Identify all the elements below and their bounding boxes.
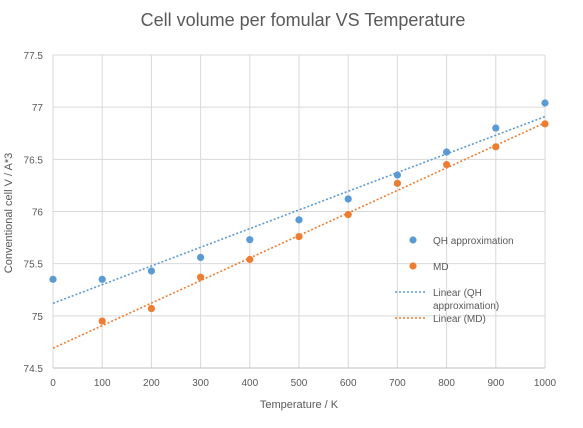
data-point xyxy=(197,253,205,262)
data-point xyxy=(443,148,451,156)
data-point xyxy=(295,216,303,224)
y-tick-label: 76 xyxy=(32,208,44,219)
data-point xyxy=(197,273,205,281)
data-point xyxy=(246,236,254,244)
data-point xyxy=(344,211,352,219)
x-tick-label: 200 xyxy=(143,378,160,389)
data-point xyxy=(147,304,155,313)
axes: 0 100 200 300 400 500 600 700 800 900 1000 74.5 75 75… xyxy=(24,51,557,389)
y-tick-label: 77 xyxy=(32,103,44,114)
x-tick-label: 600 xyxy=(340,378,357,389)
x-tick-label: 1000 xyxy=(534,378,557,389)
legend-label: MD xyxy=(433,262,449,273)
data-point xyxy=(541,99,549,107)
data-point xyxy=(246,255,254,264)
data-point xyxy=(344,195,352,203)
y-tick-label: 76.5 xyxy=(24,155,44,166)
y-axis-label: Conventional cell V / A*3 xyxy=(3,153,15,273)
x-tick-label: 0 xyxy=(50,378,56,389)
legend-marker xyxy=(409,262,417,270)
data-point xyxy=(393,179,401,187)
x-tick-label: 100 xyxy=(94,378,111,389)
data-point xyxy=(393,171,401,179)
x-tick-label: 900 xyxy=(487,378,504,389)
data-point xyxy=(98,317,106,325)
data-points xyxy=(49,99,549,325)
legend-marker xyxy=(409,236,417,244)
legend-label: Linear (MD) xyxy=(433,314,486,325)
legend: QH approximation MD Linear (QH approximatio… xyxy=(395,236,514,325)
x-tick-label: 400 xyxy=(241,378,258,389)
y-tick-label: 75 xyxy=(32,312,44,323)
x-tick-label: 800 xyxy=(438,378,455,389)
data-point xyxy=(492,143,500,151)
data-point xyxy=(295,232,303,241)
legend-label: Linear (QH approximation) xyxy=(433,288,499,312)
data-point xyxy=(443,160,451,169)
y-tick-label: 74.5 xyxy=(24,364,44,375)
y-tick-label: 77.5 xyxy=(24,51,44,62)
data-point xyxy=(541,120,549,128)
x-tick-label: 700 xyxy=(389,378,406,389)
data-point xyxy=(49,275,57,283)
x-tick-label: 500 xyxy=(291,378,308,389)
data-point xyxy=(147,267,155,275)
y-tick-label: 75.5 xyxy=(24,260,44,271)
x-axis-label: Temperature / K xyxy=(260,399,339,411)
legend-label: QH approximation xyxy=(433,236,514,247)
x-tick-label: 300 xyxy=(192,378,209,389)
data-point xyxy=(492,124,500,132)
chart-title: Cell volume per fomular VS Temperature xyxy=(141,10,466,30)
data-point xyxy=(98,275,106,283)
